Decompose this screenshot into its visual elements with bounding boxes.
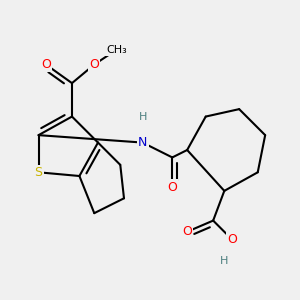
Text: H: H	[138, 112, 147, 122]
Text: CH₃: CH₃	[106, 45, 127, 55]
Text: O: O	[41, 58, 51, 71]
Text: H: H	[220, 256, 229, 266]
Text: N: N	[138, 136, 147, 149]
Text: O: O	[167, 181, 177, 194]
Text: S: S	[34, 166, 43, 179]
Text: O: O	[227, 233, 237, 246]
Text: O: O	[182, 225, 192, 238]
Text: O: O	[89, 58, 99, 71]
